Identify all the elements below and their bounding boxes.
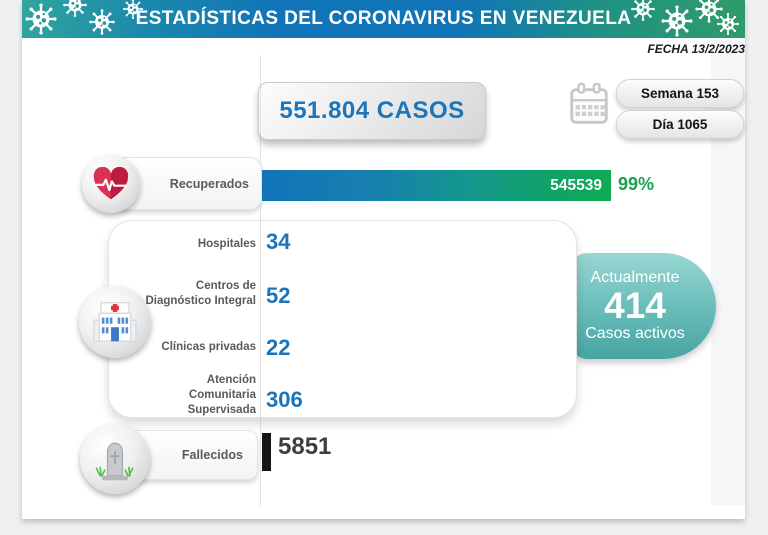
deceased-value: 5851 bbox=[278, 433, 332, 460]
breakdown-label-line: Clínicas privadas bbox=[161, 341, 256, 353]
breakdown-row-value: 22 bbox=[266, 335, 291, 360]
recovered-label: Recuperados bbox=[169, 176, 249, 191]
active-breakdown-box: Hospitales 34 Centros de Diagnóstico Int… bbox=[108, 220, 577, 418]
breakdown-label-line: Supervisada bbox=[187, 404, 256, 416]
total-cases-box: 551.804 CASOS bbox=[258, 82, 486, 140]
seam-divider bbox=[260, 55, 261, 507]
active-cases-heading: Actualmente bbox=[590, 269, 680, 286]
deceased-bar bbox=[262, 433, 271, 471]
breakdown-row-value: 52 bbox=[266, 283, 291, 308]
breakdown-row-label: Centros de Diagnóstico Integral bbox=[109, 279, 256, 309]
breakdown-label-line: Centros de bbox=[195, 280, 256, 292]
deceased-badge bbox=[80, 424, 150, 494]
date-label: FECHA 13/2/2023 bbox=[647, 42, 745, 56]
breakdown-label-line: Comunitaria bbox=[188, 389, 256, 401]
recovered-badge bbox=[82, 155, 140, 213]
breakdown-label-line: Atención bbox=[206, 374, 256, 386]
recovered-value: 545539 bbox=[550, 176, 602, 194]
total-cases-value: 551.804 CASOS bbox=[279, 97, 465, 124]
recovered-progress-bar: 545539 bbox=[262, 170, 611, 201]
breakdown-label-line: Diagnóstico Integral bbox=[145, 295, 256, 307]
week-badge: Semana 153 bbox=[616, 79, 744, 108]
breakdown-row-value: 306 bbox=[266, 387, 303, 412]
calendar-icon bbox=[566, 80, 612, 130]
heart-ecg-icon bbox=[92, 167, 130, 201]
tombstone-icon bbox=[89, 433, 141, 485]
day-badge: Día 1065 bbox=[616, 110, 744, 139]
active-cases-caption: Casos activos bbox=[585, 325, 685, 342]
recovered-percent: 99% bbox=[618, 174, 655, 194]
breakdown-row-label: Hospitales bbox=[109, 237, 256, 252]
active-cases-value: 414 bbox=[604, 285, 666, 326]
breakdown-row-label: Clínicas privadas bbox=[109, 340, 256, 355]
breakdown-label-line: Hospitales bbox=[197, 238, 256, 250]
deceased-label: Fallecidos bbox=[181, 448, 243, 462]
hospital-badge bbox=[79, 286, 151, 358]
active-cases-box: Actualmente 414 Casos activos bbox=[570, 253, 716, 359]
header-banner: ESTADÍSTICAS DEL CORONAVIRUS EN VENEZUEL… bbox=[22, 0, 745, 38]
breakdown-row-label: Atención Comunitaria Supervisada bbox=[109, 373, 256, 418]
hospital-icon bbox=[92, 301, 138, 343]
breakdown-row-value: 34 bbox=[266, 229, 291, 254]
page-title: ESTADÍSTICAS DEL CORONAVIRUS EN VENEZUEL… bbox=[135, 8, 632, 29]
